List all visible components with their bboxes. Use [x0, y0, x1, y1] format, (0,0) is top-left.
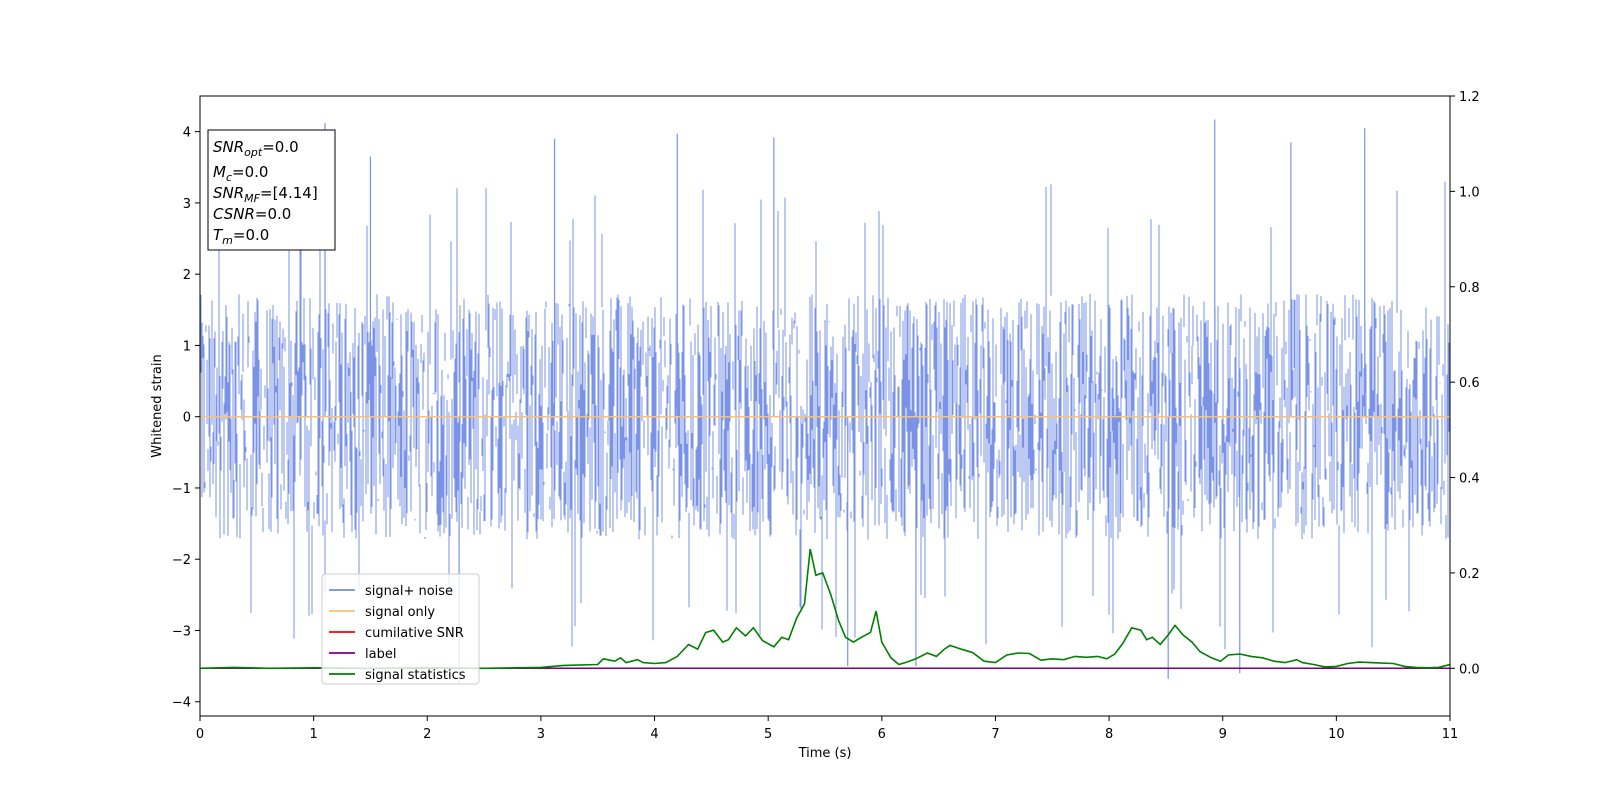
- y-left-tick-label: −2: [172, 553, 191, 568]
- plot-frame: [199, 95, 1451, 717]
- legend-label: signal+ noise: [365, 584, 453, 599]
- y-left-tick-label: 2: [183, 268, 191, 283]
- x-tick-label: 7: [991, 727, 999, 742]
- annotation-snr-opt: SNRopt=0.0: [213, 138, 299, 159]
- x-tick-label: 0: [196, 727, 204, 742]
- x-tick-label: 2: [423, 727, 431, 742]
- x-tick-label: 5: [764, 727, 772, 742]
- y-right-tick-label: 0.6: [1459, 376, 1480, 391]
- x-axis: 0 1 2 3 4 5 6 7 8 9 10 11: [196, 716, 1458, 742]
- y-left-tick-label: −1: [172, 482, 191, 497]
- y-left-tick-label: 4: [183, 126, 191, 141]
- y-left-tick-label: 3: [183, 197, 191, 212]
- series-signal-noise-line: [200, 181, 1450, 650]
- annotation-box: SNRopt=0.0 Mc=0.0 SNRMF=[4.14] CSNR=0.0 …: [207, 129, 336, 251]
- x-tick-label: 4: [650, 727, 658, 742]
- y-right-tick-label: 0.0: [1459, 662, 1480, 677]
- x-tick-label: 6: [878, 727, 886, 742]
- annotation-frame: [207, 129, 336, 251]
- x-tick-label: 3: [537, 727, 545, 742]
- y-right-tick-label: 1.0: [1459, 185, 1480, 200]
- plot-area: [200, 119, 1450, 684]
- y-right-tick-label: 1.2: [1459, 90, 1480, 105]
- x-tick-label: 8: [1105, 727, 1113, 742]
- legend-label: signal only: [365, 605, 435, 620]
- annotation-mc: Mc=0.0: [213, 163, 268, 184]
- legend-label: signal statistics: [365, 668, 466, 683]
- legend-items: signal+ noise signal only cumilative SNR la…: [329, 584, 466, 683]
- y-left-tick-label: 0: [183, 411, 191, 426]
- y-right-tick-label: 0.2: [1459, 567, 1480, 582]
- legend-label: label: [365, 647, 396, 662]
- x-tick-label: 10: [1328, 727, 1345, 742]
- y-axis-right: 0.0 0.2 0.4 0.6 0.8 1.0 1.2: [1450, 90, 1480, 677]
- y-left-tick-label: −3: [172, 624, 191, 639]
- y-axis-label: Whitened strain: [150, 354, 165, 457]
- y-right-tick-label: 0.4: [1459, 472, 1480, 487]
- x-axis-label: Time (s): [798, 746, 852, 761]
- annotation-tm: Tm=0.0: [213, 226, 269, 247]
- x-tick-label: 11: [1442, 727, 1459, 742]
- annotation-csnr: CSNR=0.0: [213, 205, 291, 223]
- y-right-tick-label: 0.8: [1459, 281, 1480, 296]
- legend: signal+ noise signal only cumilative SNR la…: [321, 573, 480, 685]
- legend-label: cumilative SNR: [365, 626, 464, 641]
- series-signal-noise-peaks: [324, 119, 1366, 684]
- x-tick-label: 9: [1219, 727, 1227, 742]
- x-tick-label: 1: [309, 727, 317, 742]
- y-left-tick-label: −4: [172, 696, 191, 711]
- y-left-tick-label: 1: [183, 339, 191, 354]
- annotation-snr-mf: SNRMF=[4.14]: [213, 184, 318, 205]
- series-signal-statistics-line: [200, 548, 1450, 670]
- y-axis-left: −4 −3 −2 −1 0 1 2 3 4: [172, 126, 200, 711]
- legend-frame: [321, 573, 480, 685]
